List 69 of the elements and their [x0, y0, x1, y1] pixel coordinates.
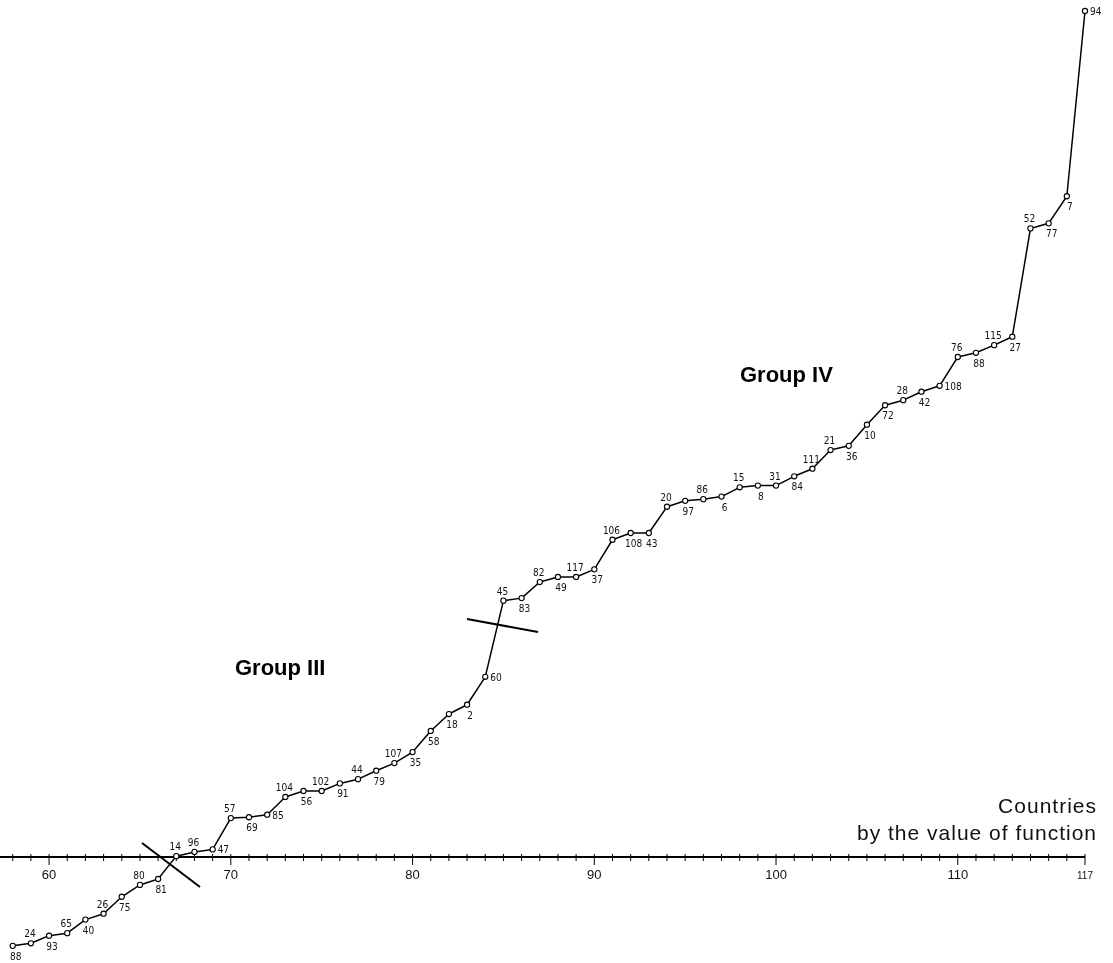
x-tick-label: 80: [405, 867, 420, 882]
annotation: 106: [602, 524, 621, 536]
annotation: 108: [944, 380, 963, 392]
annotation: 107: [384, 748, 402, 760]
annotation: 6: [721, 501, 728, 513]
annotation: 86: [696, 484, 709, 496]
annotation: 7: [1066, 201, 1073, 213]
annotation: 115: [984, 330, 1002, 342]
annotation: 104: [275, 781, 294, 793]
annotation: 43: [646, 537, 658, 549]
annotation: 44: [351, 764, 364, 776]
annotation: 91: [337, 788, 349, 800]
annotation: 56: [300, 796, 313, 808]
annotation: 2: [467, 709, 473, 721]
annotation: 60: [490, 671, 502, 683]
annotation: 36: [846, 450, 858, 462]
annotation: 15: [732, 472, 745, 484]
x-tick-label: 117: [1077, 870, 1094, 881]
annotation: 10: [864, 429, 876, 441]
annotation: 52: [1023, 213, 1036, 225]
annotation: 49: [555, 581, 567, 593]
annotation: 81: [155, 884, 167, 895]
annotation: 69: [246, 822, 258, 834]
annotation: 88: [973, 357, 985, 369]
annotation: 26: [96, 898, 109, 910]
annotation: 14: [169, 841, 182, 853]
x-tick-label: 70: [223, 867, 239, 882]
annotation: 65: [60, 918, 72, 930]
x-tick-label: 60: [41, 867, 57, 882]
x-axis-title: Countries by the value of function: [857, 794, 1097, 844]
x-tick-label: 110: [947, 867, 969, 882]
annotation: Group IV: [740, 362, 834, 387]
annotation: 97: [682, 505, 694, 517]
annotation: 42: [918, 396, 931, 408]
annotation: 8: [758, 490, 764, 502]
annotation: 94: [1090, 6, 1102, 17]
annotation: 75: [119, 901, 131, 913]
annotation: 45: [496, 585, 509, 597]
annotation: 40: [82, 924, 95, 936]
annotation: 28: [896, 385, 909, 397]
annotation: 20: [660, 491, 672, 503]
annotation: 102: [312, 776, 330, 788]
annotation: 31: [769, 470, 781, 482]
annotation: 21: [823, 435, 836, 447]
annotation: 47: [217, 844, 230, 856]
annotation: 82: [533, 567, 545, 579]
x-tick-label: 100: [765, 867, 787, 882]
annotation: 58: [428, 735, 440, 747]
annotation: 96: [187, 836, 200, 848]
annotation: 37: [591, 574, 604, 586]
annotation: 18: [446, 719, 458, 731]
annotation: Group III: [235, 655, 326, 680]
annotation: 108: [625, 537, 643, 549]
annotation: 77: [1045, 228, 1058, 240]
annotation: 72: [882, 410, 894, 422]
annotation: 88: [10, 950, 22, 962]
annotation: 27: [1009, 341, 1022, 353]
x-tick-label: 90: [587, 867, 602, 882]
annotation: 57: [224, 803, 236, 815]
annotation: 111: [802, 453, 820, 465]
annotation: 84: [791, 481, 804, 493]
annotation: 76: [951, 342, 963, 354]
annotation: 93: [46, 940, 58, 952]
annotation: 24: [24, 928, 36, 940]
annotation: 117: [566, 561, 584, 573]
annotation: 79: [373, 775, 386, 787]
annotation: 85: [272, 809, 284, 821]
annotation: 83: [518, 603, 531, 615]
annotation: 35: [409, 757, 422, 769]
